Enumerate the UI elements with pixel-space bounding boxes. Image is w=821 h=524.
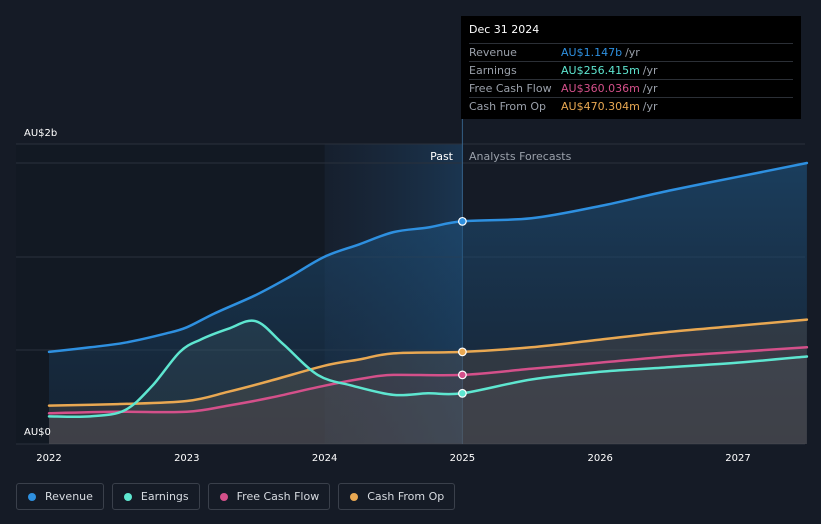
legend-label: Earnings [140,490,189,503]
tooltip-value: AU$1.147b [561,46,623,59]
series-line-free-cash-flow [47,346,809,415]
highlight-point-cash-from-op [458,347,467,357]
x-tick-label: 2026 [587,453,612,464]
series-area-cash-from-op [49,319,807,444]
x-tick-label: 2022 [36,453,61,464]
legend-item-earnings[interactable]: Earnings [111,483,200,510]
tooltip-unit: /yr [642,82,658,95]
legend-item-cash-from-op[interactable]: Cash From Op [338,483,456,510]
y-axis-top-label: AU$2b [24,128,57,139]
tooltip-unit: /yr [625,46,640,59]
tooltip-row-cash-from-op: Cash From Op AU$470.304m /yr [469,97,793,115]
x-tick-label: 2027 [725,453,750,464]
tooltip-label: Earnings [469,64,517,77]
tooltip-unit: /yr [642,100,658,113]
data-tooltip: Dec 31 2024 Revenue AU$1.147b /yr Earnin… [461,16,801,119]
tooltip-row-earnings: Earnings AU$256.415m /yr [469,61,793,79]
tooltip-value: AU$360.036m [561,82,640,95]
tooltip-label: Free Cash Flow [469,82,552,95]
legend-item-free-cash-flow[interactable]: Free Cash Flow [207,483,331,510]
legend-dot-icon [350,492,359,501]
tooltip-unit: /yr [642,64,658,77]
legend-dot-icon [28,492,36,501]
chart-legend: Revenue Earnings Free Cash Flow Cash Fro… [16,483,456,510]
x-tick-label: 2024 [312,453,337,464]
x-tick-label: 2023 [174,453,199,464]
legend-label: Cash From Op [367,490,445,503]
series-line-revenue [47,161,809,354]
tooltip-row-free-cash-flow: Free Cash Flow AU$360.036m /yr [469,79,793,97]
series-line-cash-from-op [47,318,809,407]
tooltip-date: Dec 31 2024 [469,23,540,36]
tooltip-row-revenue: Revenue AU$1.147b /yr [469,43,793,61]
tooltip-value: AU$470.304m [561,100,640,113]
tooltip-value: AU$256.415m [561,64,640,77]
legend-label: Revenue [45,490,93,503]
y-axis-bottom-label: AU$0 [24,427,51,438]
x-tick-label: 2025 [450,453,475,464]
highlight-point-revenue [458,216,467,226]
legend-item-revenue[interactable]: Revenue [16,483,104,510]
legend-dot-icon [123,492,132,501]
tooltip-label: Revenue [469,46,517,59]
series-area-revenue [49,163,807,444]
highlight-point-earnings [458,388,467,398]
tooltip-label: Cash From Op [469,100,547,113]
forecast-label: Analysts Forecasts [469,150,572,163]
legend-label: Free Cash Flow [236,490,320,503]
highlight-point-free-cash-flow [458,370,467,380]
legend-dot-icon [219,492,228,501]
past-label: Past [430,150,454,163]
series-area-earnings [49,320,807,444]
series-line-earnings [47,319,809,419]
